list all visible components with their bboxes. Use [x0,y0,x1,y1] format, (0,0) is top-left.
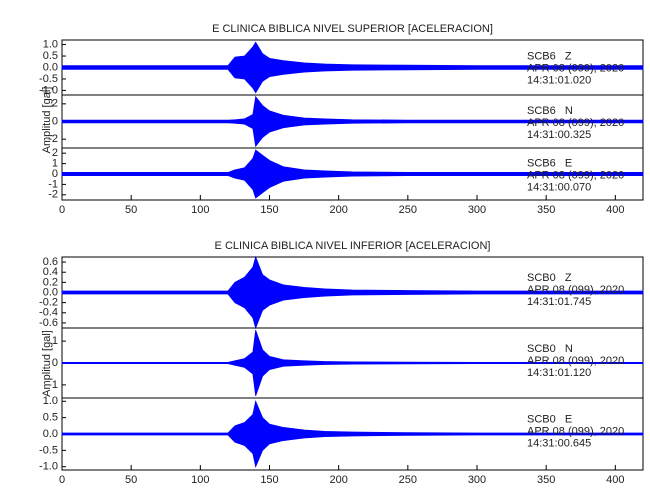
x-tick-label: 0 [59,204,65,216]
y-tick-label: -1.0 [39,84,58,96]
chart-title: E CLINICA BIBLICA NIVEL INFERIOR [ACELER… [215,240,491,252]
trace-envelope-upper [61,330,644,364]
y-tick-label: -1 [48,379,58,391]
time-label: 14:31:00.325 [527,129,591,141]
x-tick-label: 300 [468,204,486,216]
y-tick-label: -1.0 [39,461,58,473]
date-label: APR 08 (099), 2020 [527,117,624,129]
x-tick-label: 300 [468,474,486,486]
chart-title: E CLINICA BIBLICA NIVEL SUPERIOR [ACELER… [212,23,493,35]
x-tick-label: 250 [399,474,417,486]
x-tick-label: 100 [191,474,209,486]
y-tick-label: 0.2 [43,276,58,288]
y-tick-label: -0.4 [39,307,58,319]
x-tick-label: 400 [606,204,624,216]
x-tick-label: 200 [329,474,347,486]
trace-envelope-upper [61,95,644,122]
station-label: SCB6 N [527,105,573,117]
y-tick-label: 1.0 [43,395,58,407]
station-label: SCB0 Z [527,272,572,284]
y-tick-label: 1.0 [43,38,58,50]
time-label: 14:31:01.120 [527,367,591,379]
date-label: APR 08 (099), 2020 [527,284,624,296]
date-label: APR 08 (099), 2020 [527,355,624,367]
y-tick-label: 0.0 [43,286,58,298]
y-tick-label: -2 [48,189,58,201]
y-tick-label: -0.5 [39,444,58,456]
y-axis-label: Amplitud [gal] [41,330,53,397]
y-tick-label: -0.5 [39,73,58,85]
station-label: SCB0 N [527,343,573,355]
y-tick-label: -2 [48,133,58,145]
x-tick-label: 350 [537,204,555,216]
trace-envelope-lower [61,433,644,469]
y-tick-label: 0.0 [43,428,58,440]
y-tick-label: 0.5 [43,412,58,424]
time-label: 14:31:01.020 [527,74,591,86]
y-tick-label: 1 [52,158,58,170]
y-tick-label: 2 [52,147,58,159]
x-tick-label: 150 [260,474,278,486]
y-tick-label: 0.5 [43,50,58,62]
y-tick-label: 0.0 [43,61,58,73]
x-tick-label: 0 [59,474,65,486]
date-label: APR 08 (099), 2020 [527,170,624,182]
time-label: 14:31:00.070 [527,182,591,194]
y-tick-label: 0.4 [43,266,58,278]
x-tick-label: 200 [329,204,347,216]
x-tick-label: 150 [260,204,278,216]
y-tick-label: 0 [52,115,58,127]
time-label: 14:31:01.745 [527,296,591,308]
y-axis-label: Amplitud [gal] [41,87,53,154]
trace-envelope-upper [61,149,644,175]
x-tick-label: 50 [125,474,137,486]
x-tick-label: 50 [125,204,137,216]
station-label: SCB0 E [527,414,572,426]
y-tick-label: -1 [48,178,58,190]
trace-envelope-lower [61,121,644,148]
x-tick-label: 250 [399,204,417,216]
trace-envelope-lower [61,362,644,396]
date-label: APR 08 (099), 2020 [527,426,624,438]
trace-envelope-upper [61,399,644,435]
y-tick-label: 2 [52,98,58,110]
trace-envelope-lower [61,67,644,94]
y-tick-label: -0.2 [39,297,58,309]
trace-envelope-lower [61,173,644,199]
station-label: SCB6 E [527,158,572,170]
trace-envelope-lower [61,292,644,330]
y-tick-label: 0.6 [43,256,58,268]
trace-envelope-upper [61,255,644,293]
x-tick-label: 100 [191,204,209,216]
station-label: SCB6 Z [527,50,572,62]
y-tick-label: 0 [52,357,58,369]
y-tick-label: 1 [52,335,58,347]
date-label: APR 08 (099), 2020 [527,62,624,74]
y-tick-label: 0 [52,168,58,180]
y-tick-label: -0.6 [39,317,58,329]
x-tick-label: 400 [606,474,624,486]
trace-envelope-upper [61,41,644,68]
time-label: 14:31:00.645 [527,438,591,450]
x-tick-label: 350 [537,474,555,486]
